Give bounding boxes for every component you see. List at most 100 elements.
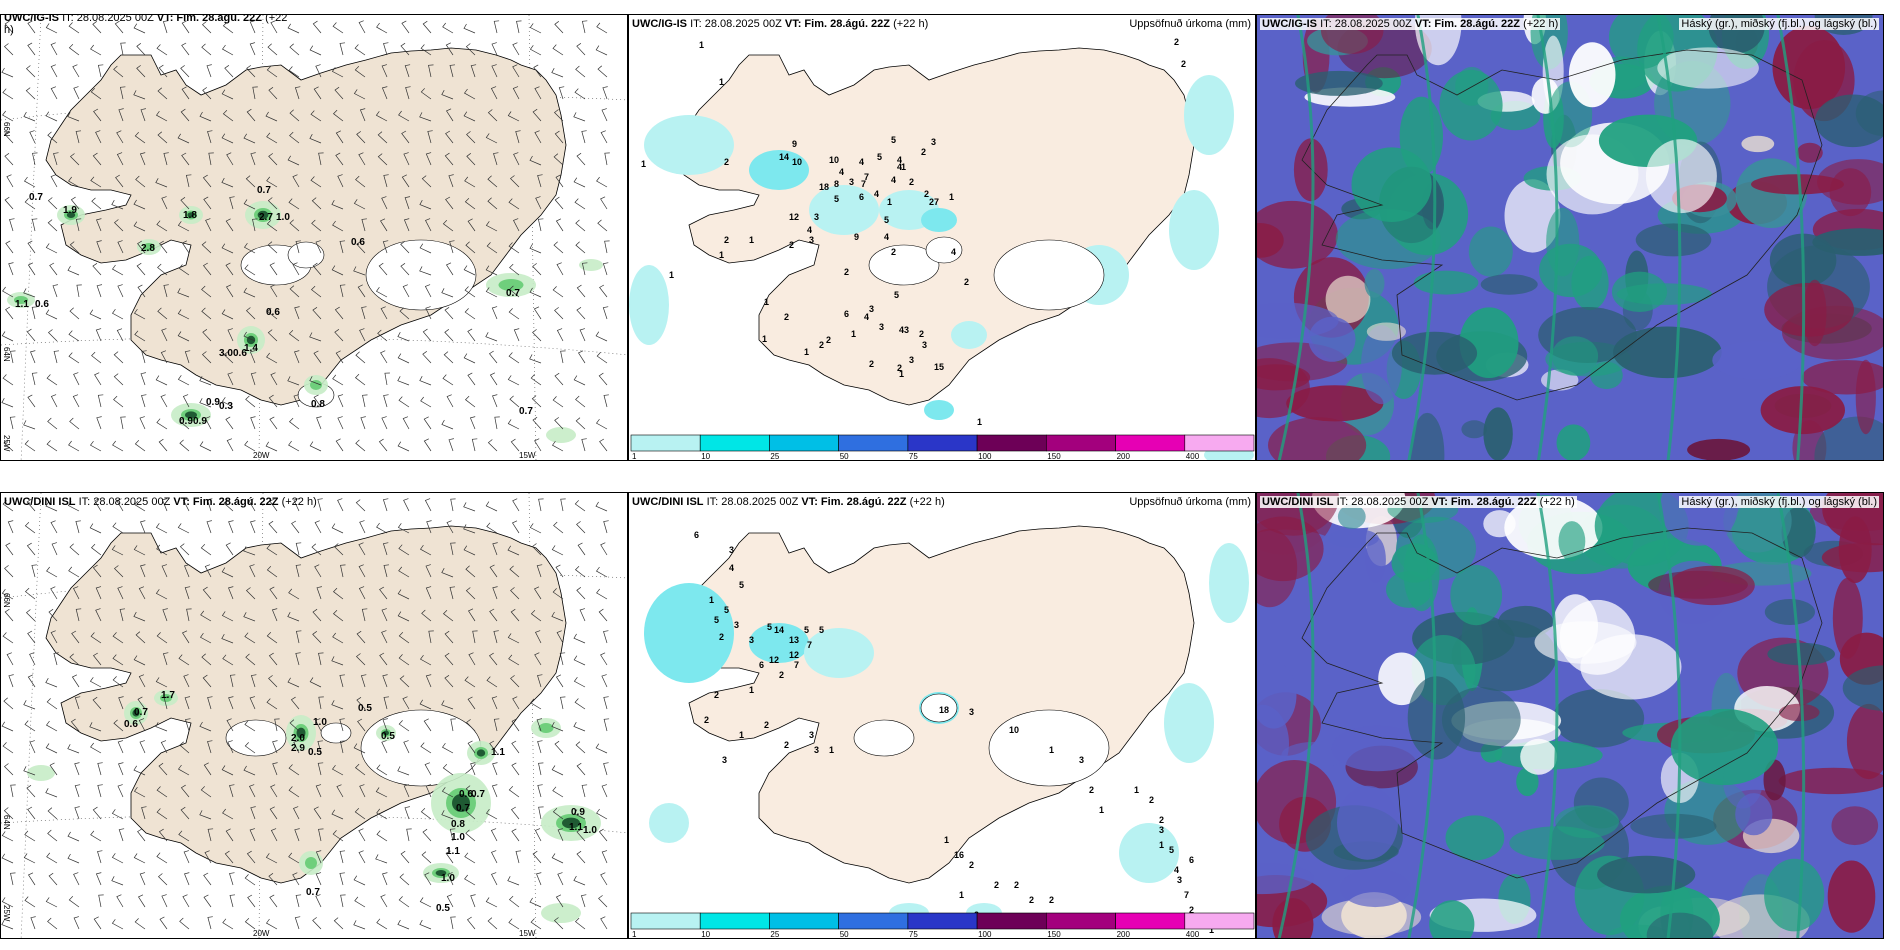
wind-barb <box>573 375 586 386</box>
wind-barb <box>50 42 58 56</box>
wind-barb <box>75 130 82 144</box>
wind-barb <box>397 589 410 600</box>
precip-value: 2 <box>1149 795 1154 805</box>
wind-barbs <box>1 498 610 930</box>
wind-barb <box>331 700 344 710</box>
wind-barb <box>161 196 168 210</box>
wind-barb <box>229 674 236 688</box>
wind-barb <box>400 42 410 56</box>
wind-barb <box>244 742 256 754</box>
wind-barb <box>573 676 586 688</box>
wind-barb <box>117 740 124 754</box>
precip-value: 15 <box>934 362 944 372</box>
wind-barb <box>96 218 102 232</box>
wind-barb <box>91 351 102 364</box>
wind-barb <box>222 21 234 34</box>
wind-barb <box>112 676 124 688</box>
cloud-contour <box>1407 15 1437 460</box>
wind-barb <box>113 65 124 78</box>
wind-barb <box>509 565 520 578</box>
wind-barb <box>265 853 278 864</box>
precip-value: 1 <box>719 250 724 260</box>
wind-barb <box>267 329 278 342</box>
wind-barb <box>3 43 14 56</box>
wind-barb <box>597 65 608 78</box>
wind-barb <box>356 241 366 254</box>
wind-barb <box>293 394 300 408</box>
wind-barb <box>161 564 168 578</box>
precip-value: 1 <box>699 40 704 50</box>
cloud-patch <box>1821 542 1883 573</box>
wind-barb <box>383 564 390 578</box>
wind-barb <box>575 741 586 754</box>
wind-barb <box>446 520 454 534</box>
wind-barb <box>269 262 278 276</box>
lead-time: (+22 h) <box>1539 496 1575 508</box>
wind-barb <box>493 718 500 732</box>
wind-barb <box>23 176 36 188</box>
wind-barb <box>467 218 476 232</box>
wind-barb <box>4 196 14 210</box>
cloud-patch <box>1670 708 1779 786</box>
wind-barb <box>450 916 456 930</box>
wind-barb <box>313 394 322 408</box>
wind-barb <box>23 700 36 710</box>
model-name: UWC/IG-IS <box>632 18 687 30</box>
colorbar-swatch <box>907 912 978 930</box>
cloud-patch <box>1827 860 1876 933</box>
wind-barb <box>353 199 366 210</box>
wind-barb <box>420 44 432 56</box>
panel-title: UWC/IG-IS IT: 28.08.2025 00Z VT: Fim. 28… <box>4 14 288 36</box>
wind-barb <box>265 111 278 122</box>
wind-barb <box>358 586 366 600</box>
colorbar: 1 10 25 50 75 100 150 200 400 <box>630 434 1255 460</box>
wind-barb <box>269 894 278 908</box>
wind-barb <box>90 44 102 56</box>
wind-barb <box>206 520 212 534</box>
wind-barb <box>447 872 454 886</box>
wind-barb <box>68 440 80 452</box>
precip-value: 7 <box>1184 890 1189 900</box>
lead-time-cont: h) <box>4 24 14 36</box>
precip-blob-mid <box>310 380 322 390</box>
wind-barb <box>4 608 14 622</box>
wind-barb <box>136 65 146 78</box>
wind-barb <box>227 372 234 386</box>
iceland-landmass <box>45 525 567 884</box>
glacier-white <box>920 693 958 723</box>
precip-value: 2 <box>1089 785 1094 795</box>
precip-value: 4 <box>859 157 864 167</box>
wind-barb <box>405 86 411 100</box>
wind-barb <box>7 520 14 534</box>
wind-barb <box>4 565 14 578</box>
wind-barb <box>207 916 213 930</box>
precip-value: 3 <box>809 730 814 740</box>
wind-barb <box>464 395 476 408</box>
wind-barb <box>133 545 146 556</box>
wind-barb <box>315 240 322 254</box>
wind-barb <box>138 718 146 732</box>
wind-barb <box>509 395 520 408</box>
wind-barb <box>182 894 190 908</box>
precip-value: 3 <box>849 177 854 187</box>
wind-barb <box>6 652 14 666</box>
wind-barb <box>46 852 58 864</box>
wind-barb <box>266 132 278 144</box>
wind-barb <box>292 262 300 276</box>
wind-barb <box>419 699 432 710</box>
wind-barb <box>31 306 38 320</box>
lead-time: (+22 <box>265 14 288 24</box>
cloud-patch <box>1611 271 1668 312</box>
colorbar: 1 10 25 50 75 100 150 200 400 <box>630 912 1255 938</box>
wind-barb <box>493 152 499 166</box>
precip-label: 0.7 <box>306 887 320 898</box>
precip-value: 2 <box>724 235 729 245</box>
wind-barb <box>574 500 586 512</box>
wind-barb <box>382 872 388 886</box>
wind-barb <box>555 894 564 908</box>
wind-barb <box>201 21 212 34</box>
wind-barb <box>25 65 36 78</box>
axis-lat-64: 64N <box>2 347 11 362</box>
glacier-white <box>993 239 1105 311</box>
cloud-patch <box>1339 868 1411 908</box>
